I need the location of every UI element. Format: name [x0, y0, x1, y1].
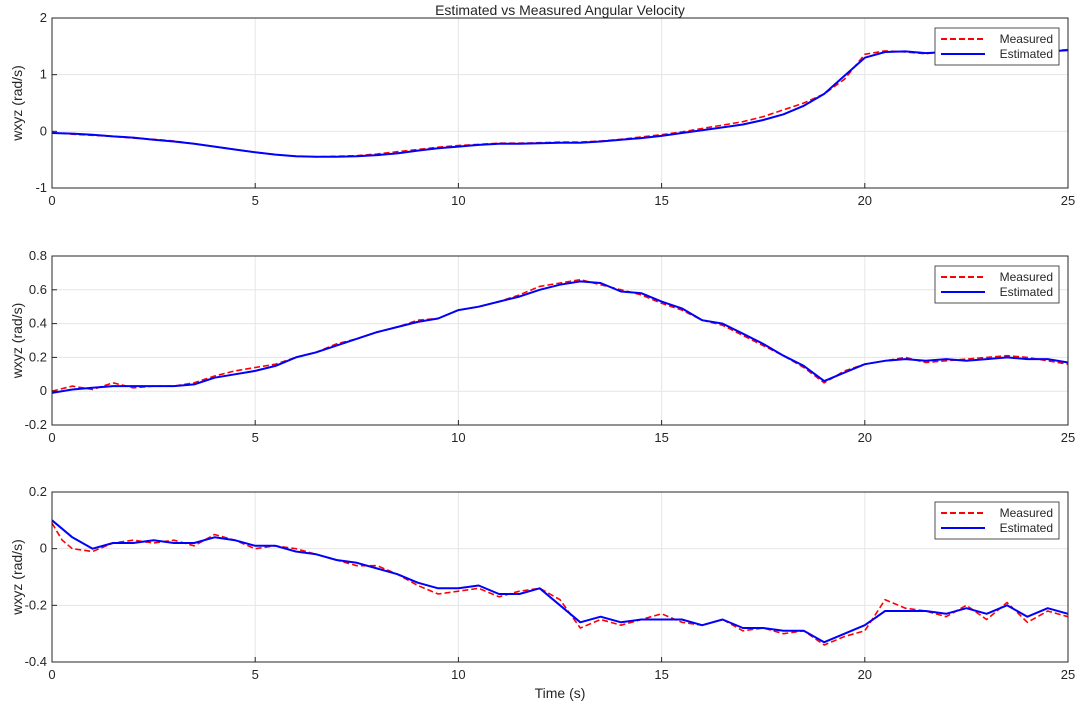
legend-label-estimated: Estimated: [1000, 285, 1053, 299]
x-tick-label: 20: [858, 667, 872, 682]
legend-label-measured: Measured: [1000, 506, 1053, 520]
y-tick-label: -1: [35, 180, 47, 195]
axes-box: [51, 491, 1069, 663]
x-tick-label: 15: [654, 193, 668, 208]
x-tick-label: 10: [451, 193, 465, 208]
axes-box: [51, 255, 1069, 426]
x-tick-label: 5: [252, 193, 259, 208]
series-line-measured: [51, 522, 1069, 646]
plot-area: [52, 256, 1068, 425]
x-tick-label: 25: [1061, 667, 1075, 682]
plot-area: [52, 18, 1068, 188]
axes-box: [51, 17, 1069, 189]
y-tick-label: 0.8: [29, 248, 47, 263]
x-tick-label: 0: [48, 667, 55, 682]
x-axis-label: Time (s): [535, 685, 586, 701]
series-line-estimated: [51, 280, 1069, 394]
y-tick-label: -0.2: [25, 597, 47, 612]
legend-label-estimated: Estimated: [1000, 47, 1053, 61]
y-tick-label: 2: [40, 10, 47, 25]
x-tick-label: 10: [451, 667, 465, 682]
y-tick-label: -0.2: [25, 417, 47, 432]
legend-label-measured: Measured: [1000, 270, 1053, 284]
x-tick-label: 0: [48, 430, 55, 445]
legend-label-measured: Measured: [1000, 32, 1053, 46]
series-line-estimated: [51, 49, 1069, 158]
x-tick-label: 15: [654, 667, 668, 682]
y-tick-label: 0.6: [29, 282, 47, 297]
y-tick-label: 1: [40, 67, 47, 82]
x-tick-label: 25: [1061, 430, 1075, 445]
legend-box: [934, 27, 1060, 66]
series-line-measured: [51, 278, 1069, 392]
figure-title: Estimated vs Measured Angular Velocity: [435, 2, 685, 18]
y-axis-label: wxyz (rad/s): [9, 303, 25, 379]
x-tick-label: 0: [48, 193, 55, 208]
subplot-3: 0 5 10 15 20 25 -0.4 -0.2 0 0.2 wxyz (rad/s) Measur…: [9, 484, 1075, 682]
y-tick-label: 0: [40, 123, 47, 138]
series-line-estimated: [51, 519, 1069, 644]
x-tick-label: 5: [252, 430, 259, 445]
y-axis-label: wxyz (rad/s): [9, 539, 25, 615]
y-tick-label: 0: [40, 541, 47, 556]
x-tick-label: 5: [252, 667, 259, 682]
x-tick-label: 15: [654, 430, 668, 445]
y-tick-label: 0.4: [29, 316, 47, 331]
plot-area: [52, 492, 1068, 662]
legend-box: [934, 501, 1060, 540]
x-tick-label: 20: [858, 430, 872, 445]
y-tick-label: 0.2: [29, 484, 47, 499]
legend-label-estimated: Estimated: [1000, 521, 1053, 535]
y-axis-label: wxyz (rad/s): [9, 65, 25, 141]
y-tick-label: 0.2: [29, 349, 47, 364]
legend-box: [934, 265, 1060, 304]
y-tick-label: 0: [40, 383, 47, 398]
x-tick-label: 25: [1061, 193, 1075, 208]
x-tick-label: 10: [451, 430, 465, 445]
x-tick-label: 20: [858, 193, 872, 208]
y-tick-label: -0.4: [25, 654, 47, 669]
